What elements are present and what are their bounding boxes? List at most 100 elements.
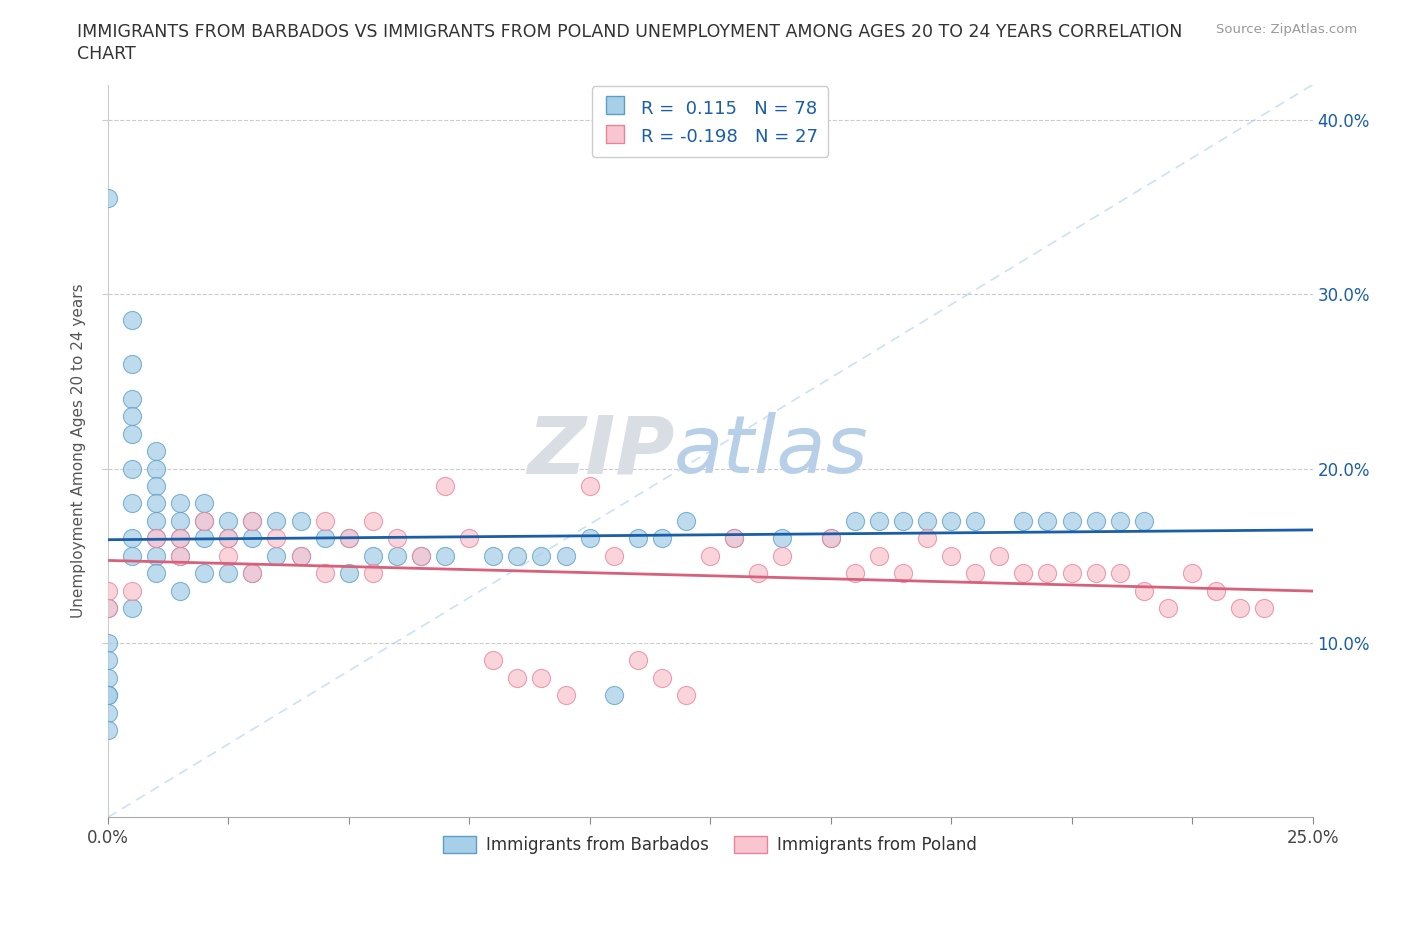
Point (240, 565, 263, 580)
Point (651, 671, 673, 685)
Point (121, 601, 143, 616)
Point (121, 426, 143, 441)
Point (145, 444, 167, 458)
Point (385, 549, 408, 564)
Point (554, 549, 576, 564)
Point (1157, 601, 1180, 616)
Point (145, 513, 167, 528)
Point (217, 513, 239, 528)
Point (121, 583, 143, 598)
Text: Source: ZipAtlas.com: Source: ZipAtlas.com (1216, 23, 1357, 36)
Point (266, 549, 288, 564)
Point (337, 531, 360, 546)
Point (337, 565, 360, 580)
Point (240, 565, 263, 580)
Point (385, 531, 408, 546)
Point (145, 549, 167, 564)
Point (939, 549, 962, 564)
Point (603, 688, 626, 703)
Point (772, 531, 794, 546)
Point (844, 565, 866, 580)
Point (651, 531, 673, 546)
Point (121, 312, 143, 327)
Point (97, 653, 120, 668)
Point (361, 549, 384, 564)
Point (627, 653, 650, 668)
Point (675, 513, 697, 528)
Point (844, 513, 866, 528)
Point (1036, 565, 1059, 580)
Point (217, 531, 239, 546)
Point (145, 461, 167, 476)
Point (290, 549, 312, 564)
Point (965, 565, 987, 580)
Point (578, 531, 600, 546)
Point (1229, 601, 1251, 616)
Point (193, 496, 215, 511)
Point (121, 496, 143, 511)
Point (1084, 565, 1107, 580)
Text: atlas: atlas (673, 412, 869, 490)
Point (266, 513, 288, 528)
Point (169, 531, 191, 546)
Point (723, 531, 745, 546)
Point (240, 513, 263, 528)
Point (97, 671, 120, 685)
Point (145, 479, 167, 494)
Point (193, 565, 215, 580)
Point (145, 496, 167, 511)
Point (1133, 513, 1156, 528)
Point (409, 549, 432, 564)
Point (361, 513, 384, 528)
Point (820, 531, 842, 546)
Point (891, 513, 914, 528)
Point (97, 601, 120, 616)
Point (1133, 583, 1156, 598)
Point (121, 409, 143, 424)
Point (458, 531, 481, 546)
Point (193, 531, 215, 546)
Point (145, 531, 167, 546)
Point (145, 565, 167, 580)
Point (290, 513, 312, 528)
Point (121, 392, 143, 406)
Point (266, 531, 288, 546)
Point (1036, 513, 1059, 528)
Point (337, 531, 360, 546)
Point (217, 531, 239, 546)
Point (965, 513, 987, 528)
Point (603, 549, 626, 564)
Point (1253, 601, 1275, 616)
Point (506, 671, 529, 685)
Point (217, 549, 239, 564)
Point (145, 531, 167, 546)
Point (891, 565, 914, 580)
Point (97, 583, 120, 598)
Point (699, 549, 721, 564)
Point (1084, 513, 1107, 528)
Point (97, 635, 120, 650)
Point (121, 549, 143, 564)
Point (915, 513, 938, 528)
Point (169, 531, 191, 546)
Point (97, 688, 120, 703)
Y-axis label: Unemployment Among Ages 20 to 24 years: Unemployment Among Ages 20 to 24 years (72, 284, 86, 618)
Point (169, 583, 191, 598)
Point (121, 356, 143, 371)
Point (1012, 513, 1035, 528)
Point (675, 688, 697, 703)
Point (530, 549, 553, 564)
Point (193, 513, 215, 528)
Point (217, 565, 239, 580)
Point (240, 513, 263, 528)
Point (1012, 565, 1035, 580)
Point (482, 549, 505, 564)
Point (1205, 583, 1227, 598)
Point (868, 513, 890, 528)
Text: ZIP: ZIP (527, 412, 673, 490)
Point (988, 549, 1011, 564)
Point (169, 549, 191, 564)
Point (169, 513, 191, 528)
Point (772, 549, 794, 564)
Point (723, 531, 745, 546)
